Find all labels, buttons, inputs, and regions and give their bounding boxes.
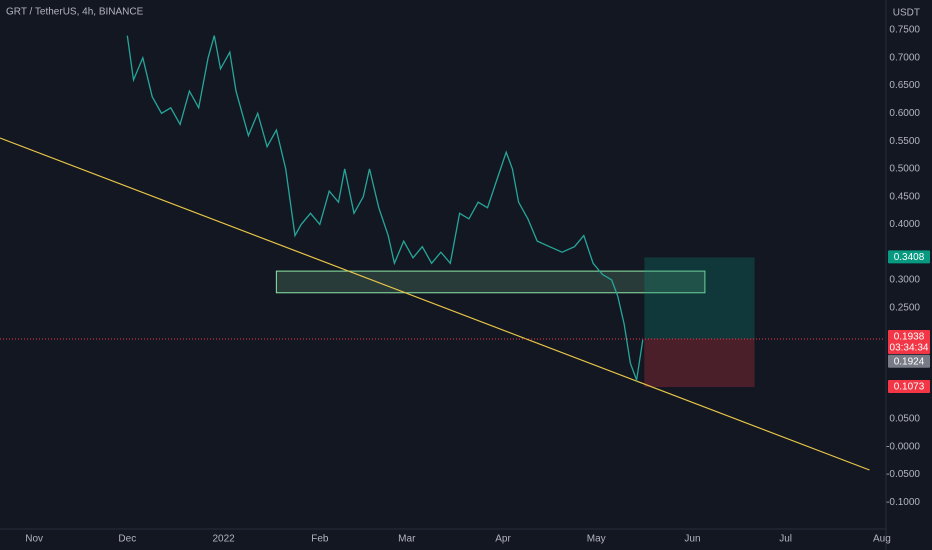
price-badge-label: 0.1924: [894, 356, 925, 367]
x-tick-label: Jul: [779, 534, 792, 545]
trendline: [0, 137, 870, 471]
y-tick-label: 0.5000: [889, 164, 920, 175]
x-tick-label: May: [587, 534, 606, 545]
position-loss: [644, 339, 755, 388]
y-tick-label: -0.0000: [886, 441, 920, 452]
y-tick-label: 0.5500: [889, 136, 920, 147]
price-badge-label: 0.1073: [894, 382, 925, 393]
price-badge-label: 0.3408: [894, 252, 925, 263]
price-badge: [888, 250, 930, 264]
x-tick-label: Feb: [311, 534, 329, 545]
x-tick-label: Nov: [25, 534, 43, 545]
x-tick-label: Jun: [684, 534, 700, 545]
chart-title: GRT / TetherUS, 4h, BINANCE: [6, 7, 144, 18]
y-tick-label: 0.6000: [889, 108, 920, 119]
x-tick-label: Mar: [398, 534, 416, 545]
x-tick-label: 2022: [212, 534, 235, 545]
currency-label: USDT: [893, 8, 920, 19]
price-badge: [888, 380, 930, 394]
y-tick-label: 0.6500: [889, 80, 920, 91]
y-tick-label: 0.4500: [889, 191, 920, 202]
y-tick-label: 0.3000: [889, 275, 920, 286]
y-tick-label: 0.4000: [889, 219, 920, 230]
y-tick-label: 0.2500: [889, 302, 920, 313]
x-tick-label: Aug: [873, 534, 891, 545]
y-tick-label: 0.7500: [889, 25, 920, 36]
price-line: [126, 35, 644, 383]
y-tick-label: 0.7000: [889, 52, 920, 63]
y-tick-label: -0.1000: [886, 497, 920, 508]
x-tick-label: Apr: [495, 534, 511, 545]
y-tick-label: 0.0500: [889, 414, 920, 425]
price-badge-label: 0.1938: [894, 332, 925, 343]
price-badge: [888, 354, 930, 368]
countdown-label: 03:34:34: [890, 343, 929, 354]
y-tick-label: -0.0500: [886, 469, 920, 480]
position-profit: [644, 257, 755, 339]
x-tick-label: Dec: [118, 534, 136, 545]
support-zone: [275, 270, 706, 294]
price-badge: [888, 330, 930, 354]
